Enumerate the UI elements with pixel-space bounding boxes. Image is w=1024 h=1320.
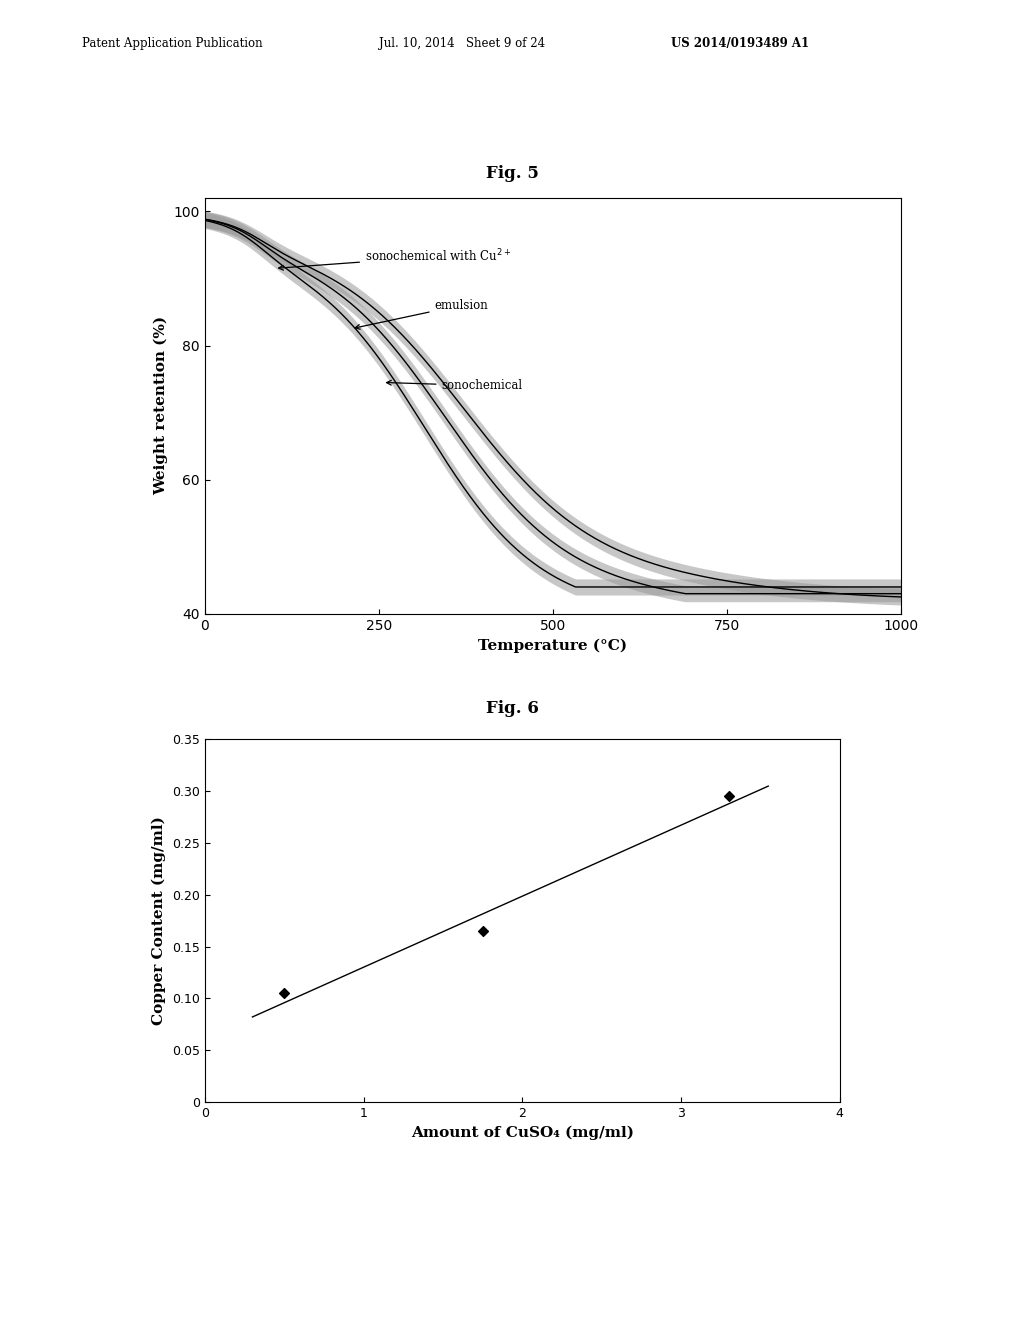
Text: Jul. 10, 2014   Sheet 9 of 24: Jul. 10, 2014 Sheet 9 of 24 xyxy=(379,37,545,50)
Text: emulsion: emulsion xyxy=(355,298,488,329)
Text: sonochemical with Cu$^{2+}$: sonochemical with Cu$^{2+}$ xyxy=(279,248,511,271)
X-axis label: Temperature (°C): Temperature (°C) xyxy=(478,638,628,652)
Text: Fig. 6: Fig. 6 xyxy=(485,700,539,717)
Text: sonochemical: sonochemical xyxy=(386,379,522,392)
Text: US 2014/0193489 A1: US 2014/0193489 A1 xyxy=(671,37,809,50)
Y-axis label: Weight retention (%): Weight retention (%) xyxy=(154,317,168,495)
Text: Fig. 5: Fig. 5 xyxy=(485,165,539,182)
Y-axis label: Copper Content (mg/ml): Copper Content (mg/ml) xyxy=(152,816,166,1026)
X-axis label: Amount of CuSO₄ (mg/ml): Amount of CuSO₄ (mg/ml) xyxy=(411,1126,634,1140)
Point xyxy=(276,982,293,1003)
Point xyxy=(721,785,737,807)
Text: Patent Application Publication: Patent Application Publication xyxy=(82,37,262,50)
Point xyxy=(474,920,490,941)
